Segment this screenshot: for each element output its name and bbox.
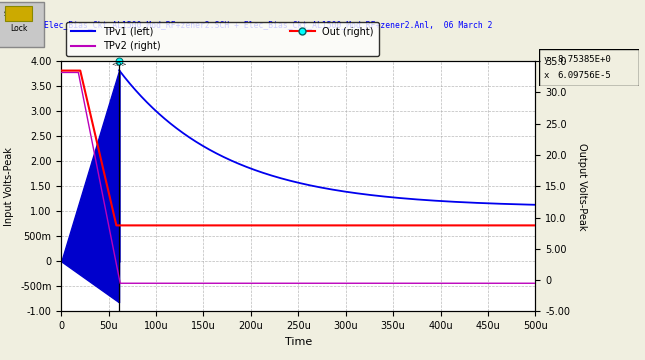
Text: Elec_Bias_Ckt_AL1500_Mod_RF+zener2.SCH + Elec_Bias_Ckt_AL1500_Mod_RF+zener2.Anl,: Elec_Bias_Ckt_AL1500_Mod_RF+zener2.SCH +…: [44, 20, 492, 29]
Text: x: x: [543, 71, 549, 80]
Text: <O>: <O>: [112, 62, 127, 67]
Text: Lock: Lock: [11, 24, 28, 33]
Text: y: y: [543, 55, 549, 64]
FancyBboxPatch shape: [5, 6, 32, 21]
Legend: TPv1 (left), TPv2 (right), Out (right): TPv1 (left), TPv2 (right), Out (right): [66, 22, 379, 56]
Y-axis label: Output Volts-Peak: Output Volts-Peak: [577, 143, 587, 230]
Text: s: s: [3, 9, 7, 18]
Y-axis label: Input Volts-Peak: Input Volts-Peak: [5, 147, 14, 226]
Text: 8.75385E+0: 8.75385E+0: [557, 55, 611, 64]
X-axis label: Time: Time: [284, 337, 312, 347]
FancyBboxPatch shape: [0, 2, 44, 47]
Text: 6.09756E-5: 6.09756E-5: [557, 71, 611, 80]
